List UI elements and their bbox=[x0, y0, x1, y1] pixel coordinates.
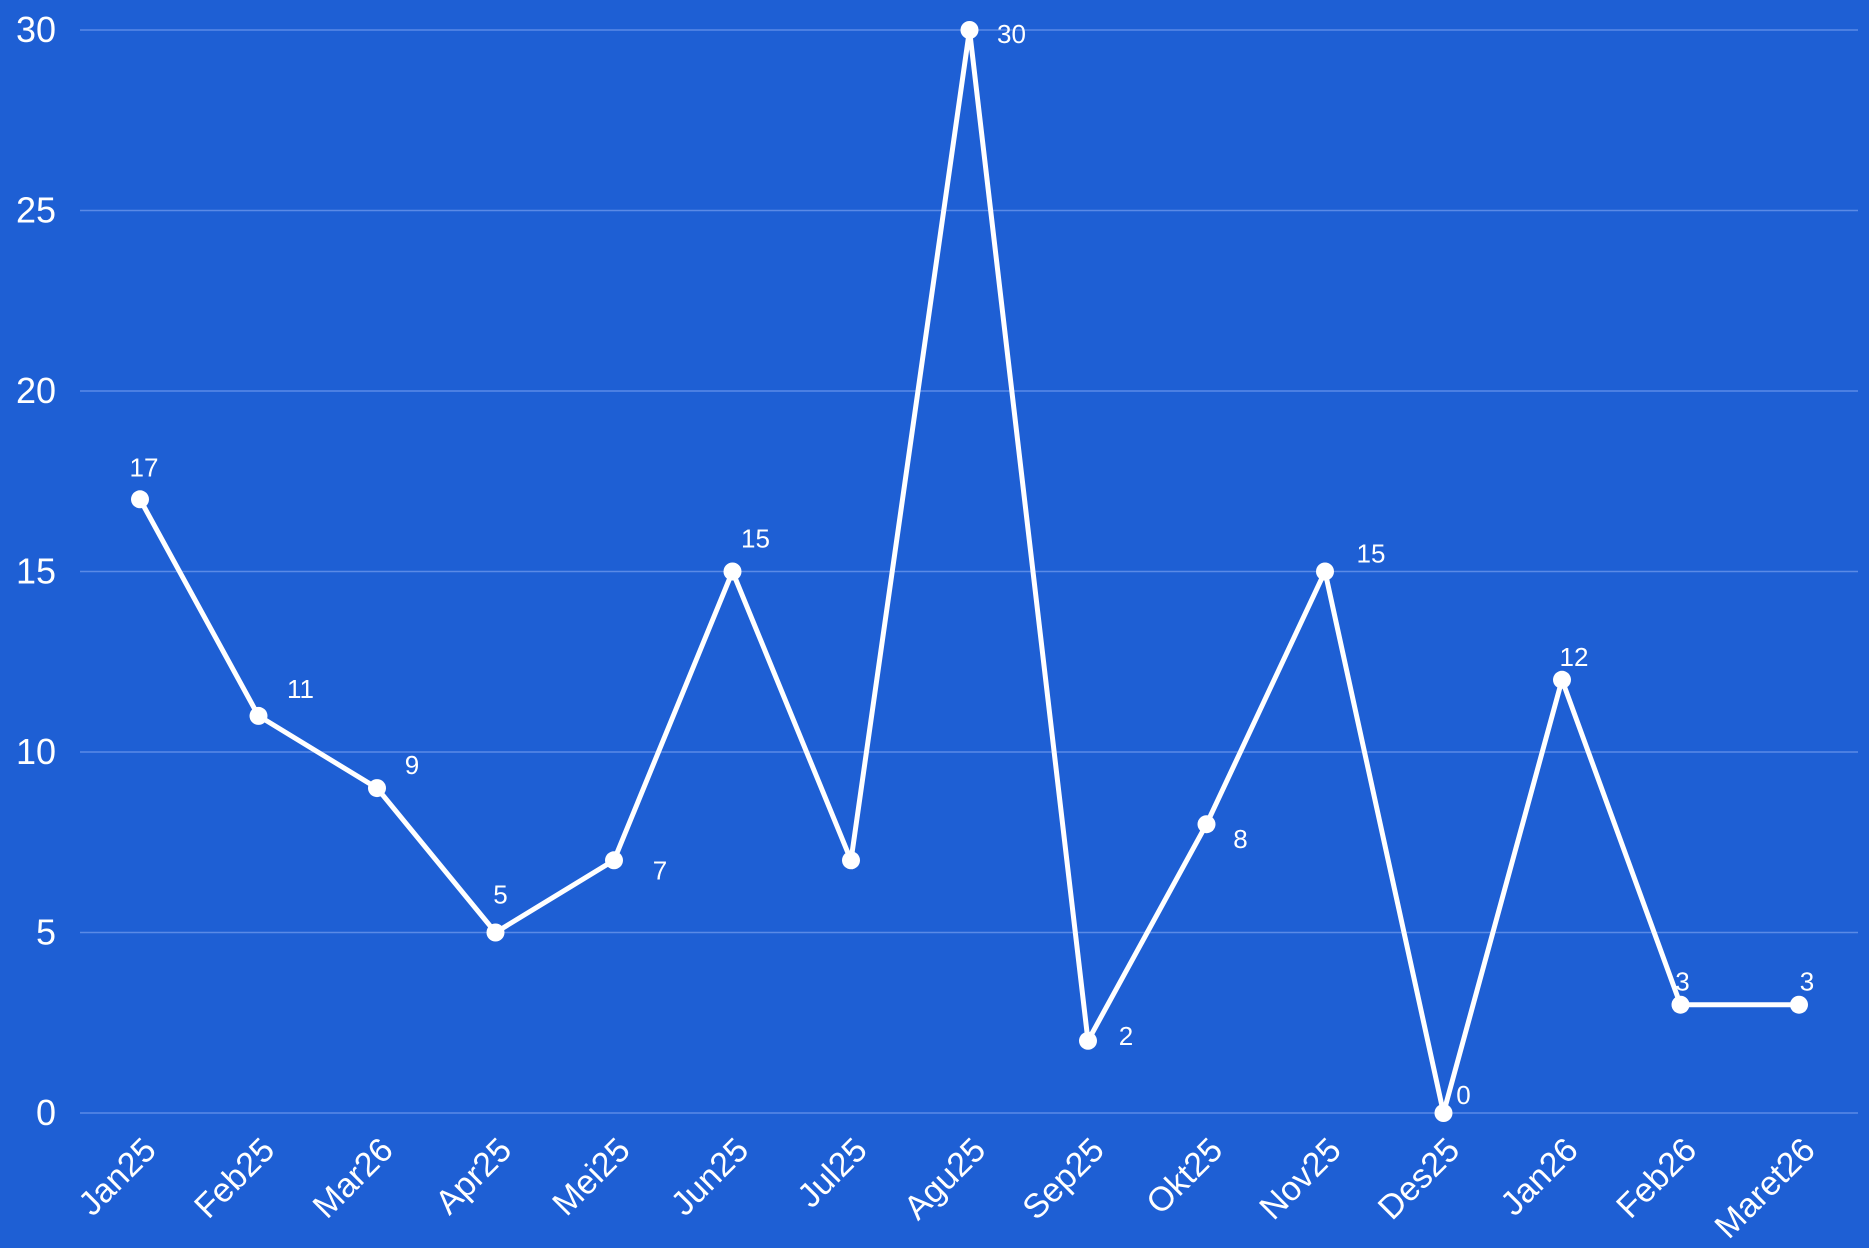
y-tick-label-0: 0 bbox=[36, 1092, 56, 1133]
data-point-okt25 bbox=[1197, 815, 1216, 834]
data-point-nov25 bbox=[1316, 562, 1334, 581]
x-tick-label-jul25: Jul25 bbox=[790, 1131, 874, 1215]
y-tick-label-20: 20 bbox=[16, 370, 56, 411]
data-point-mei25 bbox=[605, 851, 623, 870]
x-tick-label-agu25: Agu25 bbox=[897, 1131, 993, 1227]
data-point-jan26 bbox=[1553, 670, 1571, 689]
x-tick-label-maret26: Maret26 bbox=[1708, 1131, 1823, 1246]
x-tick-label-sep25: Sep25 bbox=[1015, 1131, 1111, 1227]
data-label-des25: 0 bbox=[1456, 1080, 1470, 1110]
data-label-sep25: 2 bbox=[1119, 1021, 1133, 1051]
data-label-maret26: 3 bbox=[1800, 967, 1814, 997]
x-tick-label-apr25: Apr25 bbox=[428, 1131, 519, 1222]
data-label-mar26: 9 bbox=[405, 750, 419, 780]
data-label-okt25: 8 bbox=[1233, 824, 1247, 854]
x-tick-label-feb26: Feb26 bbox=[1609, 1131, 1704, 1226]
x-tick-label-feb25: Feb25 bbox=[187, 1131, 282, 1226]
x-tick-label-jan25: Jan25 bbox=[71, 1131, 163, 1223]
data-point-jan25 bbox=[131, 490, 149, 509]
data-label-apr25: 5 bbox=[493, 880, 507, 910]
y-tick-label-25: 25 bbox=[16, 190, 56, 231]
data-point-mar26 bbox=[368, 779, 386, 798]
x-tick-label-mei25: Mei25 bbox=[545, 1131, 637, 1223]
x-tick-label-mar26: Mar26 bbox=[306, 1131, 401, 1226]
data-point-feb26 bbox=[1671, 995, 1690, 1014]
x-tick-label-des25: Des25 bbox=[1371, 1131, 1467, 1227]
data-label-mei25: 7 bbox=[653, 855, 667, 885]
data-point-maret26 bbox=[1790, 995, 1808, 1014]
y-tick-label-10: 10 bbox=[16, 731, 56, 772]
data-point-agu25 bbox=[960, 21, 979, 39]
data-label-jun25: 15 bbox=[741, 524, 770, 554]
data-point-jun25 bbox=[723, 562, 742, 581]
data-point-jul25 bbox=[842, 851, 860, 870]
y-tick-label-5: 5 bbox=[36, 912, 56, 953]
data-point-des25 bbox=[1434, 1104, 1453, 1122]
data-label-jan26: 12 bbox=[1560, 642, 1589, 672]
data-label-nov25: 15 bbox=[1357, 539, 1386, 569]
data-point-sep25 bbox=[1079, 1031, 1097, 1050]
x-tick-label-jan26: Jan26 bbox=[1493, 1131, 1585, 1223]
data-point-feb25 bbox=[249, 706, 268, 725]
x-tick-label-jun25: Jun25 bbox=[664, 1131, 756, 1223]
data-label-feb26: 3 bbox=[1675, 967, 1689, 997]
y-tick-label-15: 15 bbox=[16, 551, 56, 592]
x-tick-label-okt25: Okt25 bbox=[1139, 1131, 1230, 1222]
data-label-feb25: 11 bbox=[287, 674, 314, 704]
data-label-jan25: 17 bbox=[130, 452, 159, 482]
x-tick-label-nov25: Nov25 bbox=[1252, 1131, 1348, 1227]
data-label-agu25: 30 bbox=[997, 19, 1026, 49]
y-tick-label-30: 30 bbox=[16, 9, 56, 50]
data-point-apr25 bbox=[486, 923, 505, 942]
